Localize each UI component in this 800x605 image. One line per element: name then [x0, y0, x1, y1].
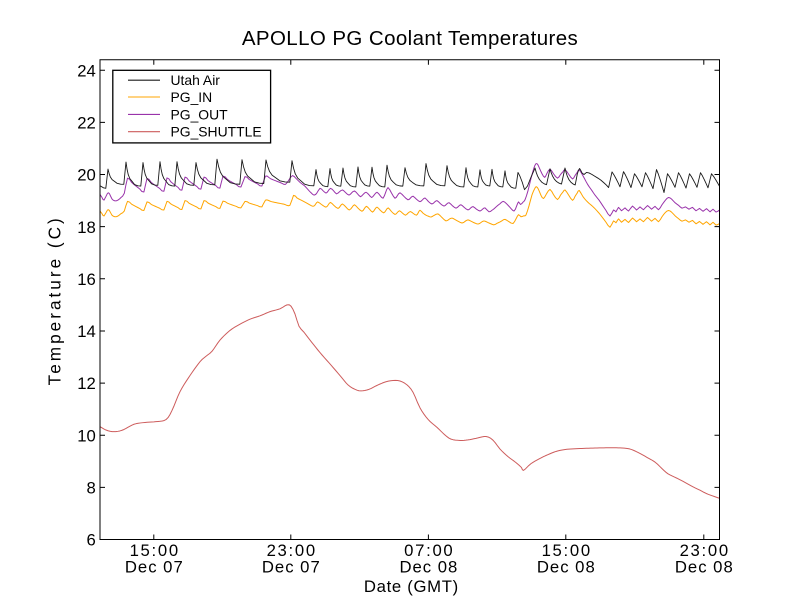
svg-text:Dec 07: Dec 07 [262, 557, 321, 576]
svg-text:PG_OUT: PG_OUT [171, 106, 229, 122]
svg-text:14: 14 [77, 322, 96, 341]
svg-text:Dec 08: Dec 08 [399, 557, 458, 576]
svg-text:07:00: 07:00 [404, 541, 454, 560]
svg-text:12: 12 [77, 374, 96, 393]
svg-text:Date (GMT): Date (GMT) [364, 577, 459, 596]
svg-text:23:00: 23:00 [267, 541, 317, 560]
svg-text:Dec 07: Dec 07 [125, 557, 184, 576]
svg-text:23:00: 23:00 [680, 541, 730, 560]
svg-text:15:00: 15:00 [130, 541, 180, 560]
svg-text:8: 8 [87, 478, 96, 497]
svg-text:APOLLO PG Coolant Temperatures: APOLLO PG Coolant Temperatures [242, 27, 578, 50]
svg-text:Utah Air: Utah Air [171, 72, 221, 88]
svg-text:22: 22 [77, 113, 96, 132]
svg-text:15:00: 15:00 [542, 541, 592, 560]
svg-text:PG_SHUTTLE: PG_SHUTTLE [171, 124, 262, 140]
svg-text:Dec 08: Dec 08 [537, 557, 596, 576]
svg-text:18: 18 [77, 218, 96, 237]
svg-text:16: 16 [77, 270, 96, 289]
svg-text:PG_IN: PG_IN [171, 89, 213, 105]
svg-text:20: 20 [77, 166, 96, 185]
svg-text:10: 10 [77, 426, 96, 445]
svg-text:Temperature (C): Temperature (C) [45, 215, 65, 385]
svg-text:6: 6 [87, 531, 96, 550]
svg-text:24: 24 [77, 61, 96, 80]
svg-text:Dec 08: Dec 08 [675, 557, 734, 576]
